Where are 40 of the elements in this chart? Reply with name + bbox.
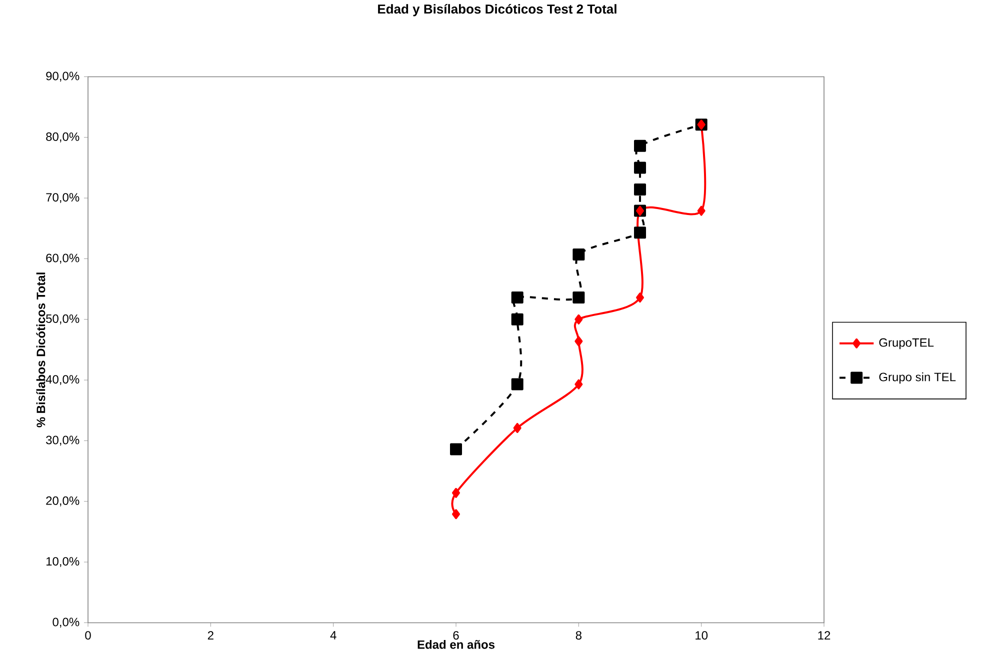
x-tick-label: 2 [208, 631, 214, 640]
point [634, 184, 646, 196]
point [634, 140, 646, 152]
x-tick-label: 8 [576, 631, 582, 640]
point [452, 509, 460, 520]
x-axis-title: Edad en años [418, 640, 495, 649]
x-tick-label: 10 [696, 631, 708, 640]
point [513, 423, 522, 434]
point [511, 314, 524, 326]
y-tick-label: 90,0% [46, 72, 80, 82]
point [450, 443, 462, 456]
y-tick-label: 80,0% [46, 132, 80, 142]
x-tick-label: 4 [330, 631, 336, 640]
point [574, 379, 583, 390]
point [572, 292, 585, 304]
y-tick-label: 20,0% [46, 496, 80, 506]
y-tick-label: 10,0% [46, 557, 80, 568]
y-tick-label: 70,0% [46, 193, 80, 204]
point [574, 336, 583, 346]
point [634, 162, 646, 174]
point [636, 292, 644, 303]
point [572, 248, 585, 261]
y-tick-label: 50,0% [46, 314, 80, 324]
x-tick-label: 12 [818, 631, 830, 640]
legend-label: GrupoTEL [879, 338, 934, 350]
y-tick-label: 60,0% [46, 254, 80, 264]
y-tick-label: 0,0% [52, 618, 80, 628]
y-tick-label: 40,0% [46, 375, 80, 386]
point [574, 314, 583, 325]
y-axis-title: % Bisílabos Dicóticos Total [36, 272, 46, 428]
y-tick-label: 30,0% [46, 436, 80, 446]
point [511, 378, 524, 390]
point [452, 488, 460, 498]
point [697, 206, 706, 216]
chart-title: Edad y Bisílabos Dicóticos Test 2 Total [378, 4, 616, 16]
x-tick-label: 6 [453, 631, 459, 640]
legend-label: Grupo sin TEL [879, 372, 956, 384]
x-tick-label: 0 [85, 631, 91, 640]
point [511, 292, 524, 304]
point [634, 226, 646, 239]
